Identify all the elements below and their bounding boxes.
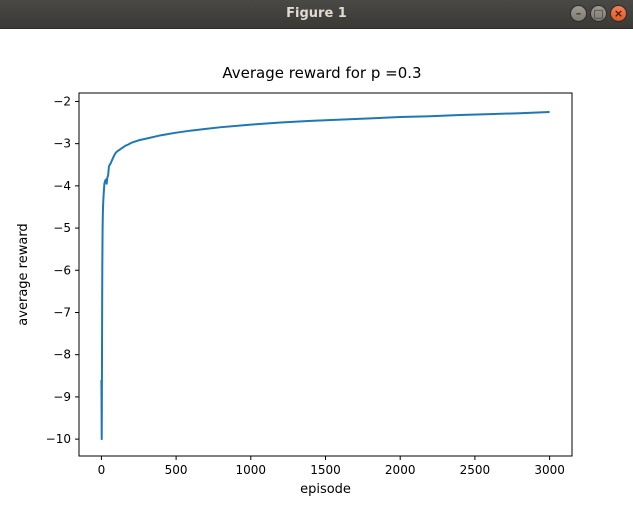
line-chart: Average reward for p =0.3 0 500 1000 1500 20…	[16, 64, 573, 497]
axes-frame	[78, 92, 573, 457]
y-axis-label: average reward	[16, 223, 31, 325]
y-tick-label: −7	[53, 305, 71, 319]
x-tick-label: 3000	[534, 463, 565, 477]
x-tick-label: 2500	[460, 463, 491, 477]
figure-canvas: Average reward for p =0.3 0 500 1000 1500 20…	[0, 29, 633, 509]
x-axis-label: episode	[300, 482, 351, 497]
x-tick-label: 1500	[310, 463, 341, 477]
y-axis-ticks: −10 −9 −8 −7 −6 −5 −4 −3 −2	[46, 94, 79, 446]
y-tick-label: −10	[46, 432, 71, 446]
y-tick-label: −3	[53, 137, 71, 151]
chart-title: Average reward for p =0.3	[222, 64, 421, 82]
x-axis-ticks: 0 500 1000 1500 2000 2500 3000	[98, 456, 565, 477]
y-tick-label: −2	[53, 94, 71, 108]
maximize-button[interactable]: □	[590, 5, 607, 22]
series-line-average-reward	[100, 110, 550, 441]
x-tick-label: 0	[98, 463, 106, 477]
title-bar[interactable]: Figure 1 – □ ×	[0, 0, 633, 29]
x-tick-label: 500	[165, 463, 188, 477]
y-tick-label: −4	[53, 179, 71, 193]
minimize-button[interactable]: –	[570, 5, 587, 22]
y-tick-label: −8	[53, 348, 71, 362]
y-tick-label: −5	[53, 221, 71, 235]
x-tick-label: 1000	[236, 463, 267, 477]
window-controls: – □ ×	[570, 5, 627, 22]
y-tick-label: −9	[53, 390, 71, 404]
window-title: Figure 1	[286, 6, 347, 21]
close-button[interactable]: ×	[610, 5, 627, 22]
x-tick-label: 2000	[385, 463, 416, 477]
y-tick-label: −6	[53, 263, 71, 277]
